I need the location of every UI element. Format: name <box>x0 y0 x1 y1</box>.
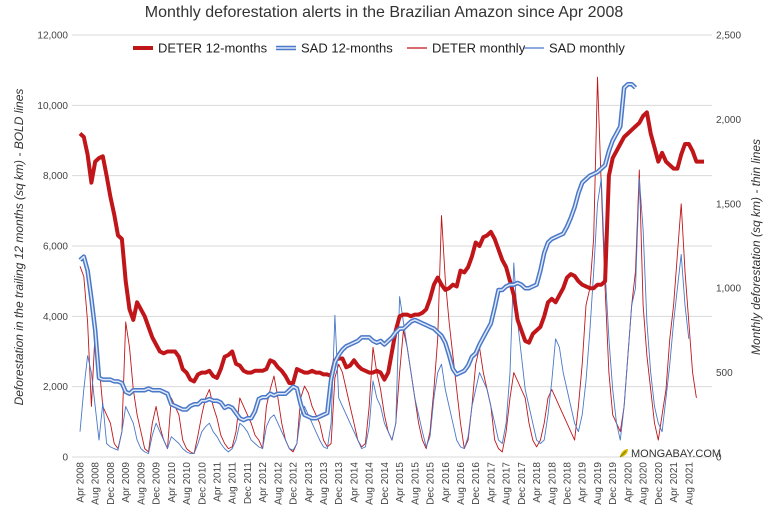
mongabay-leaf-icon <box>619 449 628 458</box>
x-tick-label: Dec 2017 <box>517 462 528 505</box>
right-tick-label: 2,000 <box>716 115 741 126</box>
legend-item-sad-monthly: SAD monthly <box>524 41 625 56</box>
deter-12-months-line <box>78 110 704 386</box>
legend-item-deter-12-months: DETER 12-months <box>133 41 268 56</box>
right-axis-label: Monthly deforestation (sq km) - thin lin… <box>749 139 763 355</box>
legend-label: SAD 12-months <box>301 41 393 56</box>
x-tick-label: Dec 2020 <box>654 462 665 505</box>
sad-monthly-line <box>79 178 690 455</box>
x-tick-label: Aug 2015 <box>410 462 421 505</box>
right-tick-label: 1,500 <box>716 199 741 210</box>
left-tick-label: 0 <box>62 453 68 464</box>
credit: MONGABAY.COM <box>619 448 721 460</box>
x-tick-label: Apr 2017 <box>486 462 497 503</box>
x-tick-label: Aug 2016 <box>456 462 467 505</box>
x-tick-label: Apr 2019 <box>578 462 589 503</box>
x-tick-label: Aug 2013 <box>319 462 330 505</box>
x-tick-label: Aug 2018 <box>547 462 558 505</box>
left-tick-label: 6,000 <box>43 242 68 253</box>
x-tick-label: Dec 2010 <box>197 462 208 505</box>
legend-label: DETER monthly <box>432 41 526 56</box>
right-tick-label: 0 <box>716 453 722 464</box>
x-tick-label: Apr 2018 <box>532 462 543 503</box>
legend-item-deter-monthly: DETER monthly <box>407 41 526 56</box>
x-tick-label: Apr 2012 <box>258 462 269 503</box>
x-tick-label: Aug 2011 <box>228 462 239 505</box>
x-tick-label: Aug 2009 <box>136 462 147 505</box>
x-tick-label: Apr 2016 <box>441 462 452 503</box>
x-tick-label: Aug 2012 <box>273 462 284 505</box>
x-axis-ticks: Apr 2008 Aug 2008 Dec 2008 Apr 2009 Aug 2009… <box>76 462 696 505</box>
gridlines <box>72 34 712 458</box>
x-tick-label: Apr 2009 <box>121 462 132 503</box>
x-tick-label: Apr 2010 <box>167 462 178 503</box>
right-tick-label: 1,000 <box>716 284 741 295</box>
x-tick-label: Aug 2017 <box>502 462 513 505</box>
x-tick-label: Dec 2019 <box>608 462 619 505</box>
x-tick-label: Apr 2008 <box>76 462 87 503</box>
x-tick-label: Dec 2013 <box>334 462 345 505</box>
left-tick-label: 2,000 <box>43 382 68 393</box>
sad-12-months-line <box>78 81 638 423</box>
x-tick-label: Aug 2019 <box>593 462 604 505</box>
left-axis-ticks: 0 2,000 4,000 6,000 8,000 10,000 12,000 <box>37 31 68 464</box>
x-tick-label: Dec 2018 <box>563 462 574 505</box>
series-layer <box>78 76 704 455</box>
legend-item-sad-12-months: SAD 12-months <box>276 41 393 56</box>
x-tick-label: Apr 2014 <box>349 462 360 503</box>
left-tick-label: 4,000 <box>43 312 68 323</box>
x-tick-label: Dec 2009 <box>152 462 163 505</box>
x-tick-label: Apr 2020 <box>623 462 634 503</box>
chart-title: Monthly deforestation alerts in the Braz… <box>145 4 624 21</box>
left-tick-label: 10,000 <box>37 101 68 112</box>
legend-label: SAD monthly <box>549 41 625 56</box>
x-tick-label: Apr 2011 <box>212 462 223 502</box>
x-tick-label: Aug 2014 <box>365 462 376 505</box>
x-tick-label: Dec 2016 <box>471 462 482 505</box>
x-tick-label: Apr 2021 <box>669 462 680 503</box>
legend-label: DETER 12-months <box>158 41 268 56</box>
x-tick-label: Aug 2021 <box>684 462 695 505</box>
x-tick-label: Dec 2015 <box>426 462 437 505</box>
x-tick-label: Dec 2014 <box>380 462 391 505</box>
right-axis-ticks: 0 500 1,000 1,500 2,000 2,500 <box>716 31 741 464</box>
left-axis-label: Deforestation in the trailing 12 months … <box>12 89 26 406</box>
x-tick-label: Dec 2012 <box>289 462 300 505</box>
x-tick-label: Dec 2011 <box>243 462 254 505</box>
sad-12-months-line-highlight <box>79 83 637 421</box>
x-tick-label: Apr 2013 <box>304 462 315 503</box>
left-tick-label: 8,000 <box>43 171 68 182</box>
left-tick-label: 12,000 <box>37 31 68 42</box>
x-tick-label: Aug 2020 <box>639 462 650 505</box>
right-tick-label: 500 <box>716 368 733 379</box>
x-tick-label: Apr 2015 <box>395 462 406 503</box>
x-tick-label: Aug 2008 <box>91 462 102 505</box>
right-tick-label: 2,500 <box>716 31 741 42</box>
x-tick-label: Aug 2010 <box>182 462 193 505</box>
legend: DETER 12-months SAD 12-months DETER monthl… <box>133 41 625 56</box>
credit-text: MONGABAY.COM <box>631 448 721 460</box>
x-tick-label: Dec 2008 <box>106 462 117 505</box>
